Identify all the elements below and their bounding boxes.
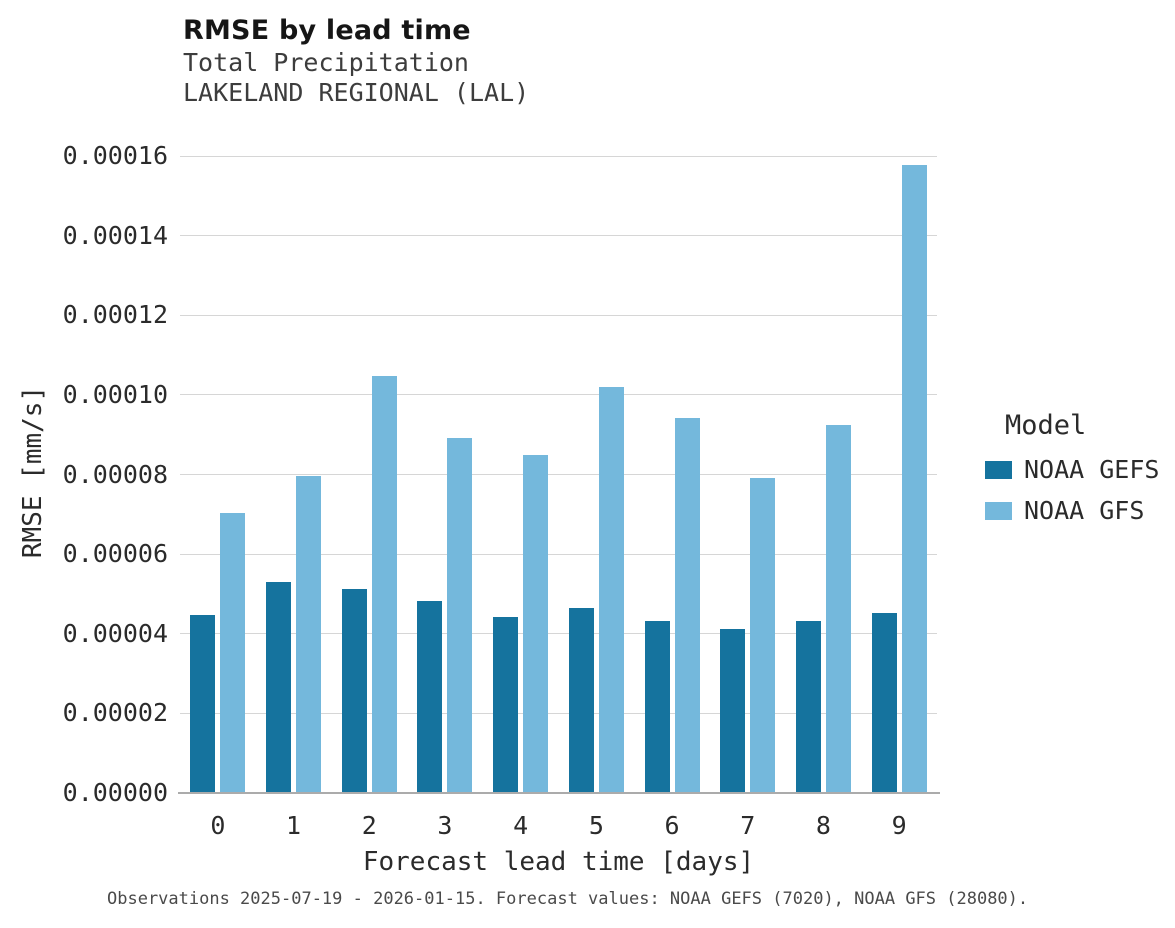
gridline <box>180 553 937 555</box>
bar-noaa-gfs <box>296 475 322 793</box>
bar-noaa-gefs <box>266 582 292 793</box>
legend-title: Model <box>1005 410 1087 441</box>
gridline <box>180 712 937 714</box>
bar-group <box>634 156 710 793</box>
y-tick-label: 0.00000 <box>62 778 168 807</box>
legend-entry: NOAA GEFS <box>985 455 1159 484</box>
caption: Observations 2025-07-19 - 2026-01-15. Fo… <box>107 889 1029 909</box>
legend-label: NOAA GEFS <box>1024 455 1160 484</box>
x-tick-label: 6 <box>664 811 680 840</box>
legend-swatch-icon <box>985 501 1012 520</box>
bar-noaa-gfs <box>371 375 397 793</box>
legend: Model NOAA GEFS NOAA GFS <box>985 410 1159 537</box>
bar-group <box>256 156 332 793</box>
x-tick-label: 3 <box>437 811 453 840</box>
gridline <box>180 394 937 396</box>
gridline <box>180 474 937 475</box>
gridline <box>180 633 937 635</box>
x-tick-label: 1 <box>286 811 302 840</box>
bar-group <box>786 156 862 793</box>
bar-noaa-gfs <box>598 386 624 793</box>
legend-swatch-icon <box>985 460 1012 479</box>
x-tick-label: 5 <box>588 811 604 840</box>
legend-entries: NOAA GEFS NOAA GFS <box>985 455 1159 525</box>
bar-noaa-gefs <box>644 621 670 793</box>
bar-noaa-gfs <box>901 164 927 793</box>
x-tick-label: 8 <box>815 811 831 840</box>
x-tick-label: 2 <box>361 811 377 840</box>
bar-noaa-gefs <box>720 628 746 793</box>
bar-noaa-gfs <box>220 513 246 793</box>
y-tick-label: 0.00012 <box>62 300 168 330</box>
y-tick-label: 0.00008 <box>62 459 168 489</box>
x-axis-tick-labels: 0 1 2 3 4 5 6 7 8 9 <box>180 812 937 842</box>
x-axis-line <box>178 792 940 794</box>
bar-group <box>559 156 635 793</box>
y-tick-label: 0.00014 <box>62 220 168 250</box>
bar-group <box>710 156 786 793</box>
y-tick-label: 0.00006 <box>62 539 168 569</box>
chart-subtitle-station: LAKELAND REGIONAL (LAL) <box>183 78 530 107</box>
gridline <box>180 235 937 237</box>
gridline <box>180 314 937 316</box>
gridline <box>180 155 937 157</box>
bar-noaa-gfs <box>447 437 473 793</box>
bar-group <box>407 156 483 793</box>
x-tick-label: 7 <box>740 811 756 840</box>
bar-group <box>331 156 407 793</box>
bar-noaa-gefs <box>871 612 897 793</box>
bar-noaa-gefs <box>341 588 367 793</box>
legend-label: NOAA GFS <box>1024 496 1145 525</box>
bar-noaa-gefs <box>190 615 216 793</box>
y-tick-label: 0.00002 <box>62 698 168 728</box>
x-tick-label: 9 <box>891 811 907 840</box>
x-tick-label: 0 <box>210 811 226 840</box>
bar-noaa-gfs <box>523 455 549 793</box>
y-axis-tick-labels: 0.00000 0.00002 0.00004 0.00006 0.00008 0.000… <box>0 143 168 806</box>
bar-group <box>861 156 937 793</box>
title-block: RMSE by lead time Total Precipitation LA… <box>183 14 529 108</box>
y-tick-label: 0.00004 <box>62 618 168 648</box>
bar-noaa-gefs <box>417 600 443 793</box>
x-tick-label: 4 <box>513 811 529 840</box>
chart-subtitle-variable: Total Precipitation <box>183 48 469 77</box>
bar-noaa-gfs <box>750 478 776 793</box>
y-tick-label: 0.00010 <box>62 379 168 409</box>
y-tick-label: 0.00016 <box>62 141 168 170</box>
bar-noaa-gfs <box>825 425 851 793</box>
bar-noaa-gefs <box>493 616 519 793</box>
legend-entry: NOAA GFS <box>985 496 1159 525</box>
bar-noaa-gefs <box>795 621 821 793</box>
chart-title: RMSE by lead time <box>183 15 471 46</box>
bar-noaa-gefs <box>568 607 594 793</box>
bar-group <box>180 156 256 793</box>
plot-area <box>180 155 937 793</box>
x-axis-title: Forecast lead time [days] <box>362 847 755 877</box>
bar-noaa-gfs <box>674 418 700 793</box>
bar-group <box>483 156 559 793</box>
